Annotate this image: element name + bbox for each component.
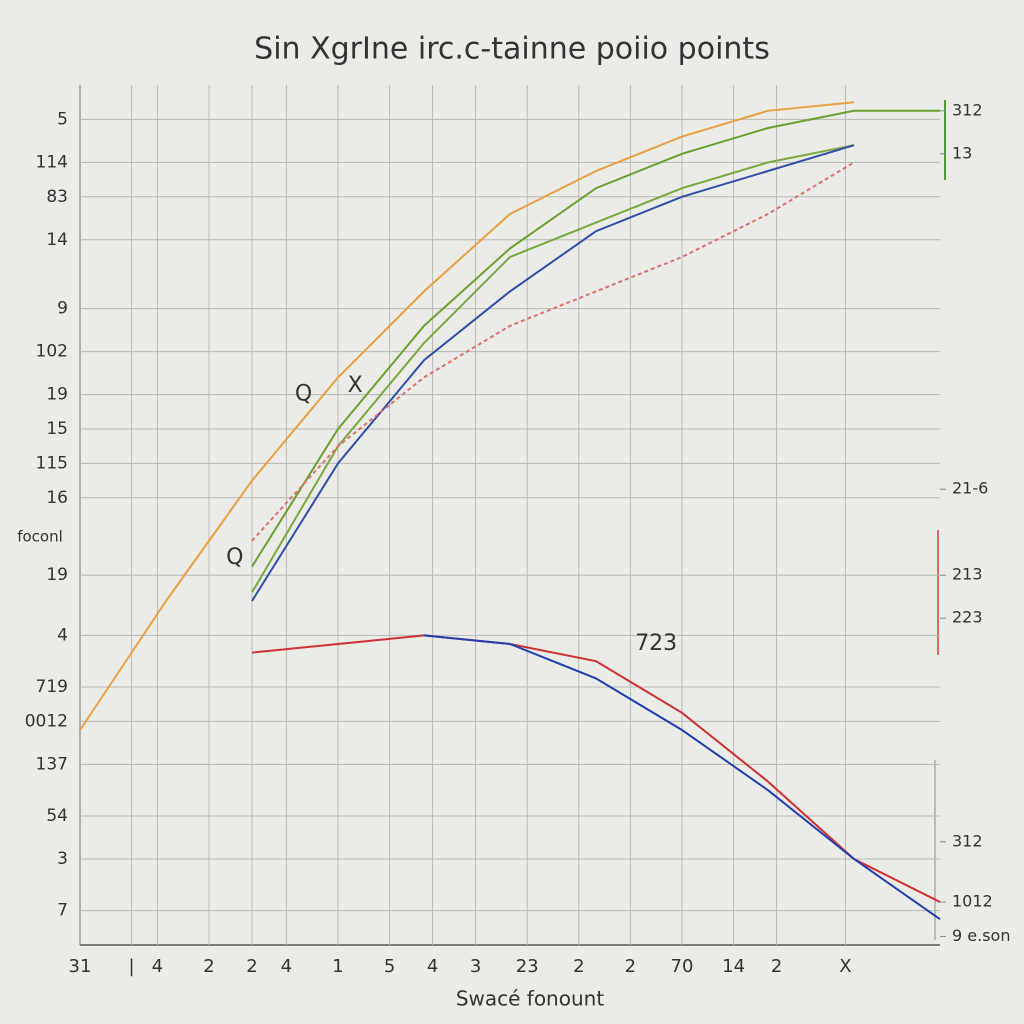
y-tick-label: 3 [57, 849, 68, 869]
y-tick-label: 114 [36, 152, 68, 172]
y-axis-label: foconl [17, 528, 63, 546]
y2-tick-label: 312 [952, 100, 983, 119]
line [251, 161, 855, 542]
y2-tick-label: 312 [952, 831, 983, 850]
y-tick-label: 15 [46, 419, 68, 439]
x-tick-label: 5 [384, 956, 395, 977]
y-tick-label: 102 [36, 342, 68, 362]
x-tick-label: 4 [152, 956, 163, 977]
line [251, 634, 941, 903]
y-tick-label: 19 [46, 385, 68, 405]
x-tick-label: 3 [470, 956, 481, 977]
y2-tick-label: 9 e.son [952, 926, 1010, 945]
annotation: 723 [635, 631, 677, 656]
y-tick-label: 719 [36, 677, 68, 697]
y-tick-label: 16 [46, 488, 68, 508]
y2-tick-label: 1012 [952, 892, 993, 911]
x-tick-label: 1 [332, 956, 343, 977]
y-tick-label: 54 [46, 806, 68, 826]
y-tick-label: 83 [46, 187, 68, 207]
x-tick-label: 23 [516, 956, 539, 977]
annotation: X [348, 373, 363, 398]
x-tick-label: 2 [625, 956, 636, 977]
line [79, 101, 855, 731]
y-tick-label: 4 [57, 625, 68, 645]
y-tick-label: 14 [46, 230, 68, 250]
y-tick-label: 5 [57, 109, 68, 129]
x-axis-label: Swacé fonount [456, 987, 605, 1011]
x-tick-label: 2 [573, 956, 584, 977]
annotation: Q [226, 545, 243, 570]
x-tick-label: | [129, 956, 135, 977]
y2-tick-label: 21-6 [952, 479, 988, 498]
x-tick-label: 14 [722, 956, 745, 977]
x-tick-label: 2 [203, 956, 214, 977]
y2-tick-label: 223 [952, 608, 983, 627]
y-tick-label: 0012 [25, 711, 68, 731]
y2-tick-label: 213 [952, 565, 983, 584]
y-tick-label: 7 [57, 901, 68, 921]
y-tick-label: 9 [57, 299, 68, 319]
chart-title: Sin XgrIne irc.c-tainne poiio points [254, 32, 770, 67]
y2-tick-label: 13 [952, 143, 972, 162]
x-tick-label: 2 [771, 956, 782, 977]
y-tick-label: 115 [36, 453, 68, 473]
y-tick-label: 137 [36, 754, 68, 774]
line [251, 109, 940, 568]
x-tick-label: 4 [281, 956, 292, 977]
y-tick-label: 19 [46, 565, 68, 585]
line [251, 144, 855, 593]
x-tick-label: 4 [427, 956, 438, 977]
x-tick-label: 31 [69, 956, 92, 977]
annotation: Q [295, 382, 312, 407]
x-tick-label: X [839, 956, 851, 977]
line [423, 634, 941, 921]
x-tick-label: 2 [246, 956, 257, 977]
x-tick-label: 70 [671, 956, 694, 977]
line [251, 144, 855, 602]
